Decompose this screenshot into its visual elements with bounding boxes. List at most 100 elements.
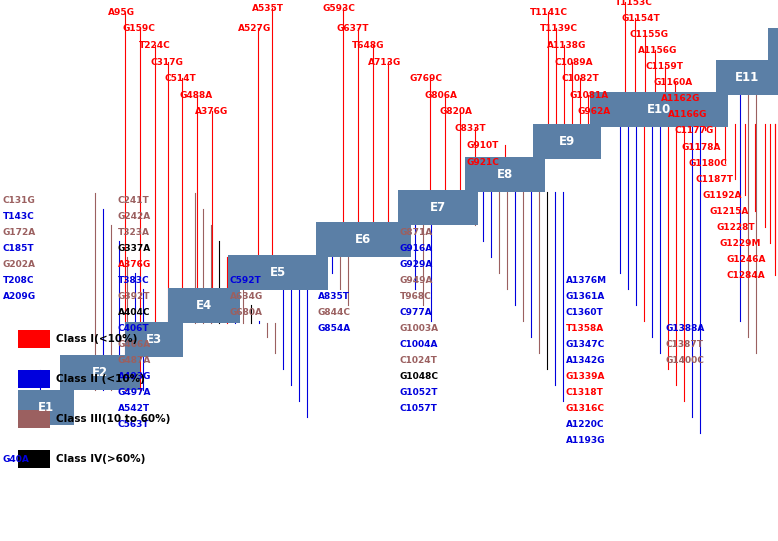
Text: G637T: G637T [337, 24, 370, 33]
Text: T1139C: T1139C [540, 24, 578, 33]
Text: C977A: C977A [400, 308, 433, 317]
Text: G910T: G910T [467, 141, 499, 150]
Text: T208C: T208C [3, 276, 34, 285]
Text: E3: E3 [146, 333, 162, 346]
Text: T1153C: T1153C [615, 0, 653, 7]
Text: G202A: G202A [3, 260, 36, 269]
Text: G1081A: G1081A [570, 91, 609, 100]
Text: A542T: A542T [118, 404, 150, 413]
Text: C131G: C131G [3, 196, 36, 205]
Text: E2: E2 [92, 366, 108, 379]
Text: G962A: G962A [578, 107, 612, 116]
Text: G1246A: G1246A [727, 255, 766, 264]
Text: T648G: T648G [352, 41, 384, 50]
Bar [228, 255, 328, 290]
Text: A634G: A634G [230, 292, 263, 301]
Text: G242A: G242A [118, 212, 151, 221]
Text: G1052T: G1052T [400, 388, 439, 397]
Bar [533, 124, 601, 159]
Bar [125, 322, 183, 357]
Text: G1215A: G1215A [710, 207, 749, 216]
Text: G949A: G949A [400, 276, 433, 285]
Text: G1229M: G1229M [720, 239, 762, 248]
Text: E5: E5 [270, 266, 286, 279]
Text: A1342G: A1342G [566, 356, 605, 365]
Text: C833T: C833T [455, 124, 486, 133]
Text: G466A: G466A [118, 340, 151, 349]
Bar [465, 157, 545, 192]
Text: G497A: G497A [118, 388, 152, 397]
Text: Class IV(>60%): Class IV(>60%) [56, 454, 145, 464]
Text: G844C: G844C [318, 308, 351, 317]
Text: C406T: C406T [118, 324, 149, 333]
Text: G806A: G806A [425, 91, 458, 100]
Text: A1162G: A1162G [661, 94, 700, 103]
Bar [18, 410, 50, 428]
Text: G172A: G172A [3, 228, 37, 237]
Text: G488A: G488A [180, 91, 213, 100]
Text: C1159T: C1159T [646, 62, 684, 71]
Text: G1003A: G1003A [400, 324, 439, 333]
Text: A835T: A835T [318, 292, 350, 301]
Text: A1220C: A1220C [566, 420, 605, 429]
Text: E7: E7 [430, 201, 446, 214]
Text: T1141C: T1141C [530, 8, 568, 17]
Text: G854A: G854A [318, 324, 351, 333]
Text: G1154T: G1154T [622, 14, 661, 23]
Text: C1082T: C1082T [562, 74, 600, 83]
Bar [18, 390, 74, 425]
Text: G929A: G929A [400, 260, 433, 269]
Text: A527G: A527G [238, 24, 272, 33]
Text: G1316C: G1316C [566, 404, 605, 413]
Bar [716, 60, 778, 95]
Text: G337A: G337A [118, 244, 151, 253]
Text: C1360T: C1360T [566, 308, 604, 317]
Text: G40A: G40A [3, 455, 30, 464]
Text: G487A: G487A [118, 356, 152, 365]
Text: E4: E4 [196, 299, 212, 312]
Text: T968C: T968C [400, 292, 432, 301]
Text: C1004A: C1004A [400, 340, 439, 349]
Bar [18, 370, 50, 388]
Text: G921C: G921C [467, 158, 500, 167]
Text: A376G: A376G [118, 260, 151, 269]
Text: T323A: T323A [118, 228, 150, 237]
Text: G1178A: G1178A [682, 143, 721, 152]
Text: E6: E6 [356, 233, 372, 246]
Text: A95G: A95G [108, 8, 135, 17]
Text: A535T: A535T [252, 4, 284, 13]
Text: Class III(10 to 60%): Class III(10 to 60%) [56, 414, 170, 424]
Text: G680A: G680A [230, 308, 263, 317]
Text: G820A: G820A [440, 107, 473, 116]
Text: C317G: C317G [151, 58, 184, 67]
Text: E9: E9 [559, 135, 575, 148]
Text: A209G: A209G [3, 292, 36, 301]
Bar [168, 288, 240, 323]
Text: C563T: C563T [118, 420, 149, 429]
Text: C1177G: C1177G [675, 126, 714, 135]
Text: G871A: G871A [400, 228, 433, 237]
Text: G392T: G392T [118, 292, 150, 301]
Text: G1192A: G1192A [703, 191, 742, 200]
Bar [60, 355, 140, 390]
Text: Class II (<10%): Class II (<10%) [56, 374, 145, 384]
Text: E10: E10 [647, 103, 671, 116]
Bar [316, 222, 411, 257]
Text: A1138G: A1138G [547, 41, 587, 50]
Text: T224C: T224C [139, 41, 170, 50]
Text: G916A: G916A [400, 244, 433, 253]
Text: G1048C: G1048C [400, 372, 439, 381]
Text: C1057T: C1057T [400, 404, 438, 413]
Text: C514T: C514T [165, 74, 197, 83]
Text: C241T: C241T [118, 196, 149, 205]
Text: G1361A: G1361A [566, 292, 605, 301]
Text: G1339A: G1339A [566, 372, 605, 381]
Bar [590, 92, 728, 127]
Text: C592T: C592T [230, 276, 261, 285]
Text: C185T: C185T [3, 244, 35, 253]
Bar [18, 450, 50, 468]
Text: C1187T: C1187T [696, 175, 734, 184]
Text: A1376M: A1376M [566, 276, 607, 285]
Text: G159C: G159C [123, 24, 156, 33]
Text: G1400C: G1400C [666, 356, 705, 365]
